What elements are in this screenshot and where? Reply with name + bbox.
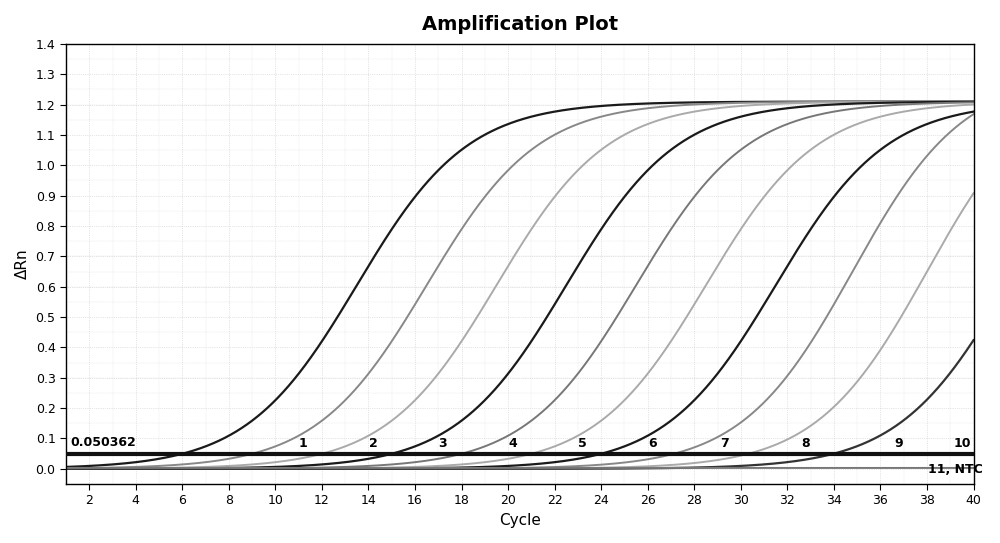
Y-axis label: ΔRn: ΔRn xyxy=(15,249,30,279)
Text: 3: 3 xyxy=(439,437,447,450)
Text: 5: 5 xyxy=(578,437,587,450)
Text: 7: 7 xyxy=(720,437,729,450)
Title: Amplification Plot: Amplification Plot xyxy=(422,15,618,34)
Text: 6: 6 xyxy=(648,437,657,450)
Text: 8: 8 xyxy=(802,437,810,450)
Text: 1: 1 xyxy=(299,437,308,450)
Text: 9: 9 xyxy=(895,437,903,450)
X-axis label: Cycle: Cycle xyxy=(499,513,541,528)
Text: 2: 2 xyxy=(369,437,378,450)
Text: 4: 4 xyxy=(508,437,517,450)
Text: 11, NTC: 11, NTC xyxy=(928,463,982,476)
Text: 10: 10 xyxy=(953,437,971,450)
Text: 0.050362: 0.050362 xyxy=(71,436,136,449)
